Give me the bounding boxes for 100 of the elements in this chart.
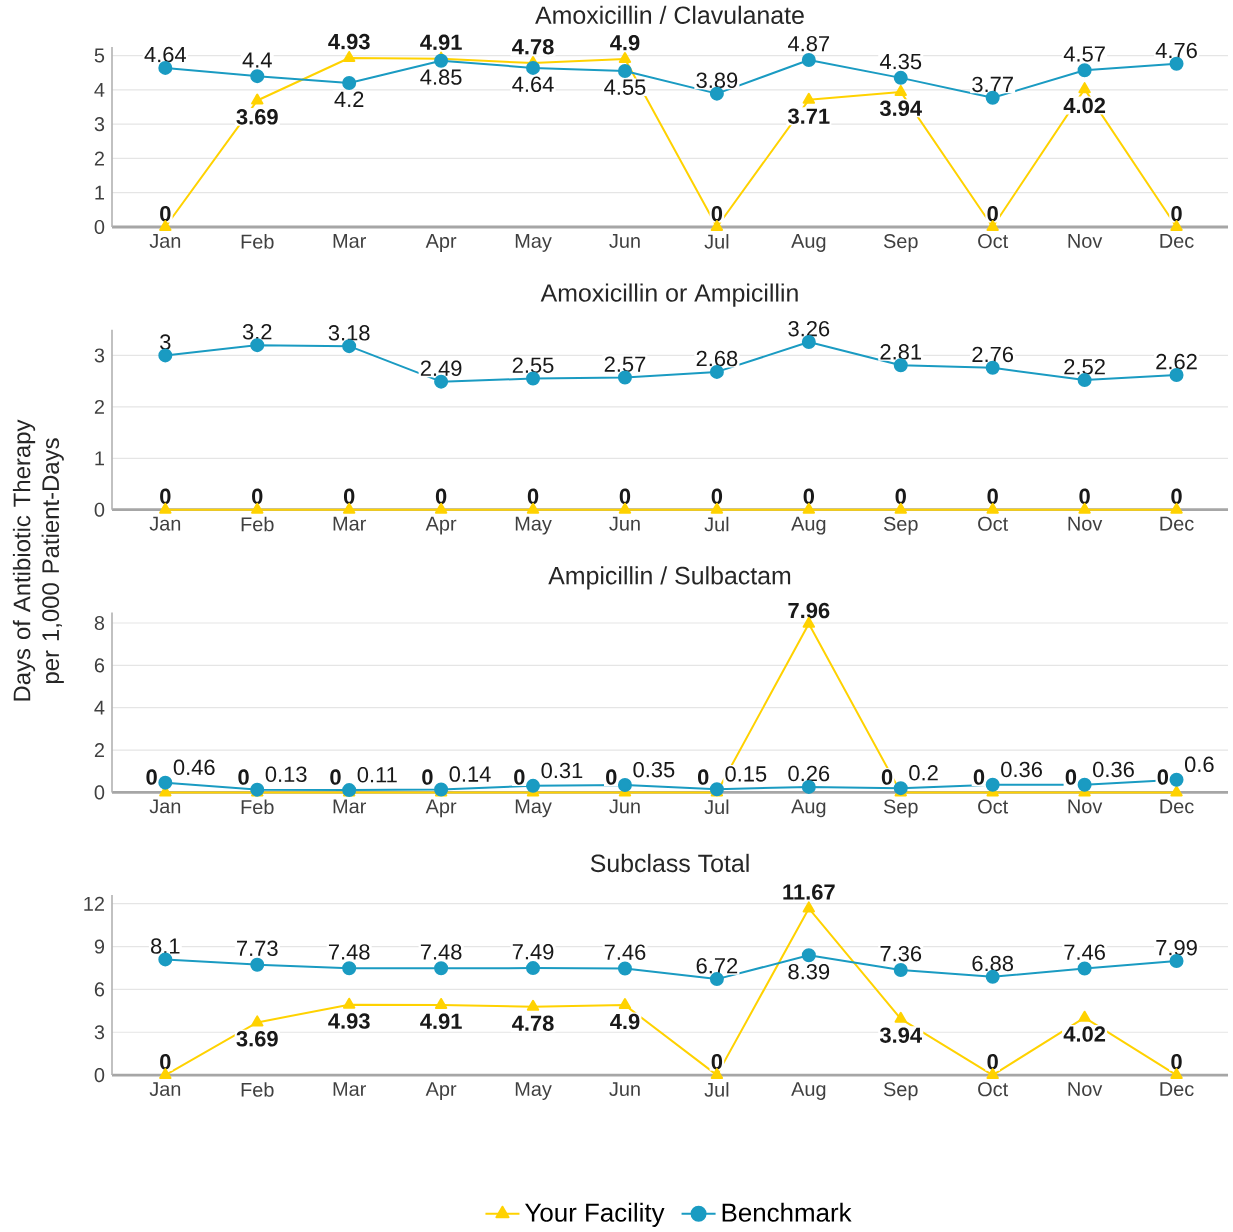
data-label: 0 (527, 488, 539, 505)
x-tick-label: Nov (1068, 234, 1103, 248)
data-label: 7.73 (237, 940, 278, 957)
data-label: 4.35 (879, 53, 922, 70)
data-label: 3.71 (787, 108, 830, 124)
data-label: 4.64 (144, 46, 186, 63)
data-label: 4.93 (328, 1013, 370, 1029)
x-tick-label: Dec (1160, 1082, 1194, 1097)
x-tick-label: Jun (609, 799, 640, 814)
y-tick-label: 2 (94, 399, 104, 414)
data-label: 8.1 (151, 938, 180, 954)
data-label: 3.69 (236, 1031, 278, 1047)
data-label: 0 (238, 769, 249, 785)
data-label: 0 (1171, 488, 1182, 505)
x-tick-label: May (515, 234, 552, 252)
data-label: 8.39 (788, 963, 830, 980)
y-tick-label: 12 (84, 896, 104, 911)
data-label: 4.57 (1063, 46, 1105, 62)
x-tick-label: Mar (333, 1082, 367, 1097)
data-label: 4.78 (512, 39, 554, 55)
data-label: 0.2 (909, 765, 938, 781)
data-label: 0 (1065, 769, 1077, 785)
data-label: 4.4 (242, 52, 272, 68)
x-tick-label: Apr (425, 1082, 457, 1100)
data-label: 0.36 (1093, 761, 1134, 778)
y-tick-label: 2 (94, 151, 104, 166)
data-label: 4.9 (610, 34, 640, 51)
data-label: 3.69 (236, 109, 278, 125)
data-label: 0 (987, 488, 998, 505)
data-label: 4.87 (787, 35, 830, 52)
data-label: 0.6 (1184, 756, 1214, 773)
y-tick-label: 0 (94, 785, 105, 800)
data-label: 0 (711, 205, 723, 222)
data-label: 0.36 (1001, 761, 1042, 778)
data-label: 0.26 (788, 765, 830, 782)
data-label: 0 (146, 769, 157, 785)
data-label: 0 (606, 769, 617, 785)
data-label: 7.46 (604, 944, 646, 960)
y-tick-label: 3 (94, 1025, 105, 1040)
x-tick-label: Nov (1068, 516, 1103, 531)
data-label: 4.85 (420, 69, 462, 85)
x-tick-label: Jan (149, 234, 181, 248)
x-tick-label: Mar (333, 234, 367, 248)
legend-label: Your Facility (525, 1202, 665, 1227)
data-label: 4.2 (334, 91, 364, 107)
chart-title: Amoxicillin / Clavulanate (535, 5, 804, 25)
data-label: 0 (252, 488, 263, 505)
data-label: 0 (435, 488, 447, 505)
data-label: 7.48 (420, 944, 462, 960)
chart-title: Amoxicillin or Ampicillin (540, 283, 798, 307)
y-tick-label: 1 (95, 451, 104, 466)
data-label: 0.13 (265, 766, 307, 783)
chart-title: Ampicillin / Sulbactam (548, 566, 791, 590)
data-label: 3.94 (879, 1027, 922, 1043)
data-label: 0 (330, 769, 341, 785)
x-tick-label: Jun (609, 516, 640, 531)
x-tick-label: Aug (791, 516, 826, 535)
y-tick-label: 1 (95, 185, 104, 200)
y-tick-label: 6 (94, 658, 105, 673)
y-axis-title: Days of Antibiotic Therapy per 1,000 Patient-Days (12, 419, 64, 701)
data-label: 0 (987, 1054, 998, 1070)
x-tick-label: Feb (241, 1082, 274, 1097)
x-tick-label: Oct (978, 799, 1009, 814)
x-tick-label: Oct (978, 1082, 1009, 1097)
data-label: 7.36 (880, 945, 922, 962)
data-label: 0.11 (357, 766, 397, 783)
x-tick-label: Jan (149, 516, 181, 531)
x-tick-label: Dec (1160, 799, 1194, 814)
x-tick-label: Aug (791, 799, 826, 818)
data-label: 0 (881, 769, 893, 785)
x-tick-label: May (515, 799, 552, 818)
x-tick-label: Jun (609, 234, 640, 248)
legend-label: Benchmark (722, 1202, 852, 1222)
x-tick-label: May (515, 516, 552, 535)
data-label: 4.76 (1155, 42, 1197, 59)
data-label: 4.91 (420, 34, 462, 51)
x-tick-label: Nov (1068, 1082, 1103, 1097)
data-label: 0 (1171, 205, 1182, 222)
x-tick-label: Jul (704, 234, 729, 249)
x-tick-label: Oct (978, 234, 1009, 249)
data-label: 6.72 (696, 958, 738, 974)
data-label: 4.55 (604, 79, 646, 95)
data-label: 7.99 (1156, 939, 1197, 956)
x-tick-label: Mar (333, 799, 367, 814)
data-label: 4.93 (328, 33, 370, 50)
data-label: 4.9 (610, 1013, 640, 1030)
y-tick-label: 8 (94, 615, 105, 631)
data-label: 0.31 (541, 762, 583, 779)
y-tick-label: 3 (94, 117, 105, 132)
data-label: 0 (343, 488, 355, 505)
x-tick-label: Apr (425, 516, 457, 535)
x-tick-label: Sep (883, 1082, 918, 1101)
y-tick-label: 4 (94, 83, 105, 97)
data-label: 0 (160, 488, 171, 505)
x-tick-label: Feb (241, 799, 274, 815)
x-tick-label: Nov (1068, 799, 1103, 814)
data-label: 0 (697, 769, 709, 785)
x-tick-label: Dec (1160, 234, 1194, 248)
data-label: 3.77 (972, 76, 1013, 93)
y-tick-label: 0 (94, 502, 105, 517)
